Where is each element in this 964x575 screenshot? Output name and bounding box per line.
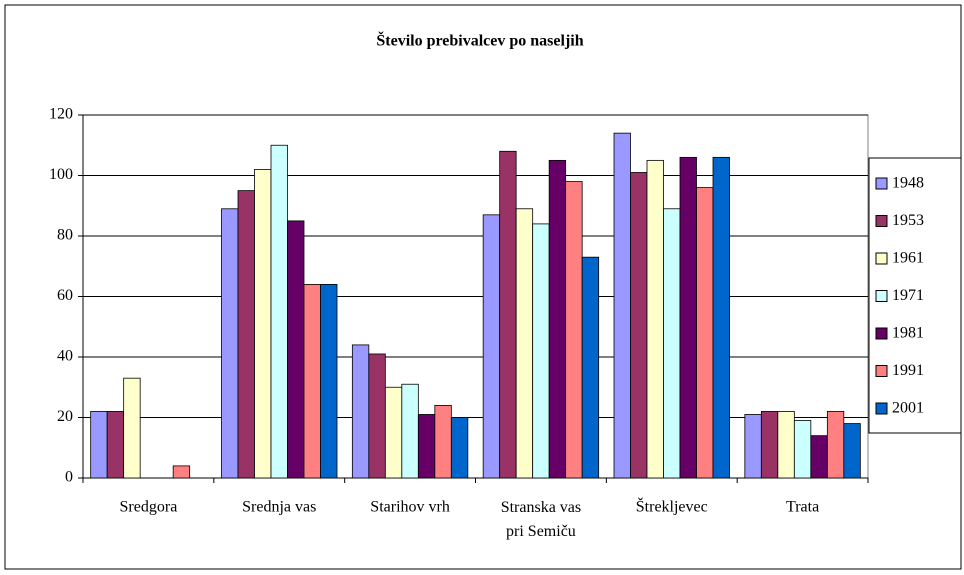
bar [679,156,697,479]
bar [696,187,714,479]
bar [548,159,567,479]
legend-swatch [875,215,888,227]
y-tick-label: 20 [57,408,73,425]
legend-label: 1991 [892,362,924,379]
legend-label: 1953 [892,212,924,229]
x-tick-label: Starihov vrh [370,499,450,516]
bar [630,172,648,479]
bar [712,156,730,479]
x-tick-label-line: pri Semiču [506,523,576,540]
y-tick-label: 100 [49,166,73,183]
bar [287,220,305,479]
bar [826,411,845,479]
legend-label: 1981 [892,325,924,342]
x-tick-label: Trata [786,499,819,516]
bar [532,223,550,479]
bar [777,411,795,479]
legend-label: 1961 [892,250,924,267]
bar [221,208,239,479]
bar [172,465,191,479]
legend-swatch [875,252,888,265]
x-tick-label-line: Stranska vas [501,499,581,516]
chart-title: Število prebivalcev po naseljih [376,31,583,50]
bar [450,417,469,479]
legend-swatch [875,290,888,302]
legend-swatch [875,327,888,340]
bar [744,414,762,479]
y-tick-label: 80 [57,227,73,244]
bar [123,377,141,479]
bar [482,214,501,479]
bar [613,132,631,479]
y-tick-label: 0 [65,469,73,486]
legend-swatch [875,402,888,415]
y-tick-label: 60 [57,287,73,304]
legend-swatch [875,177,888,190]
bar [417,414,436,479]
bar [237,190,255,479]
bar [90,411,108,479]
legend-swatch [875,365,888,377]
bar [434,404,452,479]
bar [254,169,272,479]
bar [384,386,403,479]
x-tick-label: Stranska vas pri Semiču [501,499,581,540]
bar [565,181,583,479]
legend-label: 1948 [892,175,924,192]
bar [515,208,534,479]
bar [499,150,517,479]
y-tick-label: 120 [49,106,73,123]
bar [351,344,370,479]
bar [810,435,828,479]
bar [303,283,321,479]
x-tick-label: Štrekljevec [636,497,708,516]
bar [663,208,681,479]
y-tick-label: 40 [57,348,73,365]
legend-label: 2001 [892,400,924,417]
bar [646,159,664,479]
bar [106,411,125,479]
bar [581,256,600,479]
bar [760,411,779,479]
legend-label: 1971 [892,287,924,304]
bar [368,353,386,479]
bar [320,283,338,479]
bar [401,383,419,479]
bar [793,420,812,479]
x-tick-label: Sredgora [120,499,178,516]
bar [270,144,288,479]
bar [843,423,861,479]
x-tick-label: Srednja vas [242,499,316,516]
